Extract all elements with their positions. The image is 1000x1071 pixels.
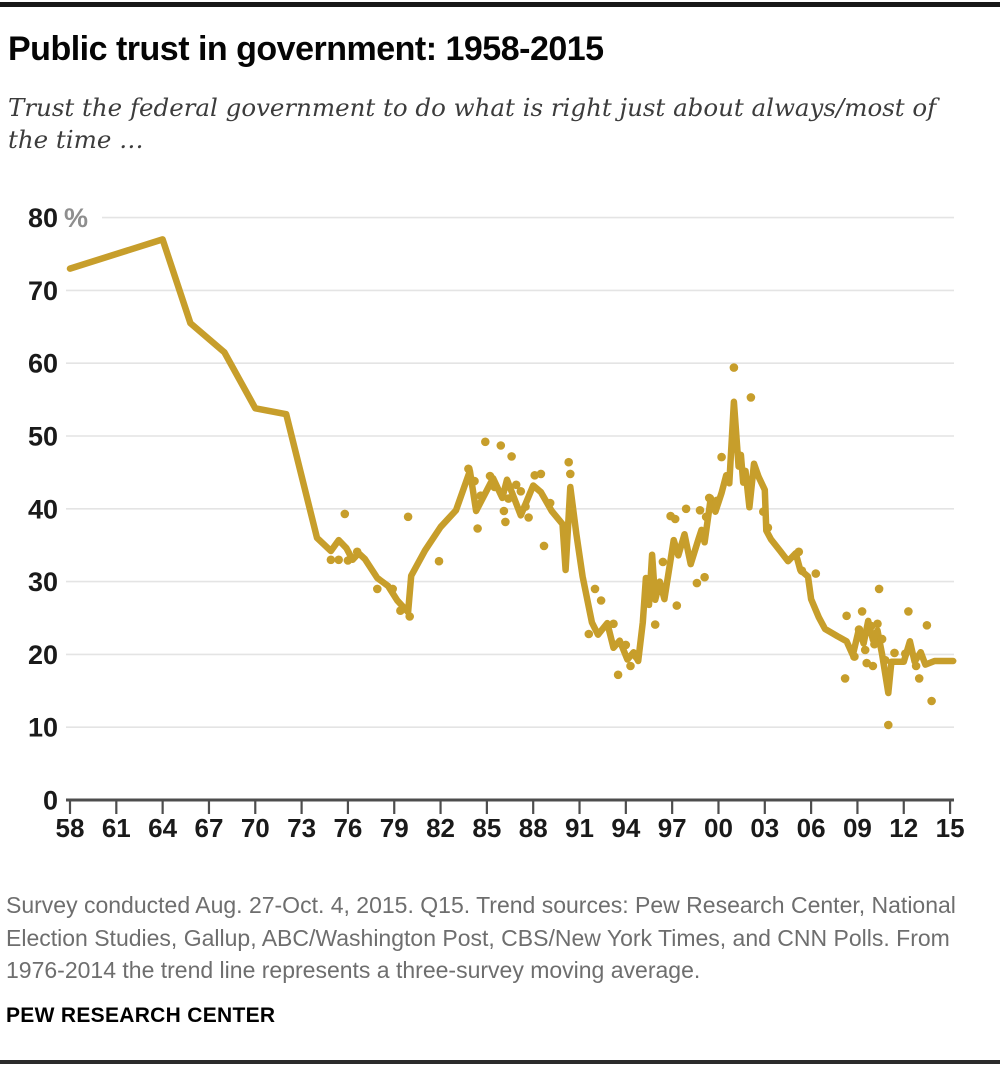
trust-line-chart: 0 10 20 30 40 50 60 70 80% 58 61 64 67 70 73 76 79 82 85 88… bbox=[0, 185, 1000, 845]
svg-text:82: 82 bbox=[426, 813, 455, 843]
svg-text:03: 03 bbox=[750, 813, 779, 843]
bottom-border-rule bbox=[0, 1060, 1000, 1064]
svg-text:60: 60 bbox=[28, 349, 58, 379]
svg-text:76: 76 bbox=[333, 813, 362, 843]
source-label: PEW RESEARCH CENTER bbox=[6, 1004, 276, 1027]
svg-text:09: 09 bbox=[843, 813, 872, 843]
page-title: Public trust in government: 1958-2015 bbox=[8, 30, 604, 68]
chart-footnote: Survey conducted Aug. 27-Oct. 4, 2015. Q… bbox=[6, 892, 956, 984]
svg-text:91: 91 bbox=[565, 813, 594, 843]
svg-text:15: 15 bbox=[936, 813, 965, 843]
svg-text:80: 80 bbox=[28, 203, 58, 233]
y-gridlines bbox=[66, 216, 954, 729]
trend-line bbox=[66, 236, 957, 697]
survey-dots bbox=[326, 363, 936, 730]
top-border-rule bbox=[0, 2, 1000, 7]
svg-text:12: 12 bbox=[889, 813, 918, 843]
chart-canvas: 0 10 20 30 40 50 60 70 80 % 58 61 64 67 70 73 76 79 82 85 88… bbox=[28, 203, 965, 843]
svg-text:40: 40 bbox=[28, 494, 58, 524]
svg-text:88: 88 bbox=[519, 813, 548, 843]
svg-text:20: 20 bbox=[28, 640, 58, 670]
y-axis-labels: 0 10 20 30 40 50 60 70 80% bbox=[28, 203, 88, 815]
svg-text:97: 97 bbox=[658, 813, 687, 843]
chart-subtitle: Trust the federal government to do what … bbox=[8, 93, 937, 154]
svg-text:70: 70 bbox=[241, 813, 270, 843]
svg-text:67: 67 bbox=[194, 813, 223, 843]
percent-unit-label: % bbox=[64, 203, 88, 233]
x-axis bbox=[66, 798, 954, 814]
svg-text:73: 73 bbox=[287, 813, 316, 843]
svg-text:00: 00 bbox=[704, 813, 733, 843]
svg-text:70: 70 bbox=[28, 276, 58, 306]
svg-text:85: 85 bbox=[472, 813, 501, 843]
svg-text:58: 58 bbox=[56, 813, 85, 843]
svg-text:94: 94 bbox=[611, 813, 640, 843]
svg-text:61: 61 bbox=[102, 813, 131, 843]
svg-text:06: 06 bbox=[797, 813, 826, 843]
x-axis-labels: 58 61 64 67 70 73 76 79 82 85 88 91 94 97 00 03 06 09 12 15 bbox=[56, 813, 965, 843]
svg-text:10: 10 bbox=[28, 713, 58, 743]
svg-text:30: 30 bbox=[28, 567, 58, 597]
svg-text:64: 64 bbox=[148, 813, 177, 843]
svg-text:0: 0 bbox=[43, 786, 58, 816]
svg-text:79: 79 bbox=[380, 813, 409, 843]
svg-text:50: 50 bbox=[28, 422, 58, 452]
